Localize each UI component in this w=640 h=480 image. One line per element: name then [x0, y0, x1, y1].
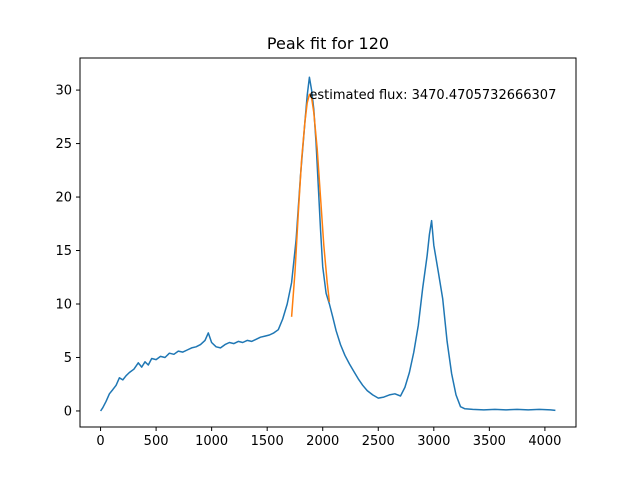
x-tick-label: 3500: [473, 434, 506, 449]
flux-annotation: estimated flux: 3470.4705732666307: [309, 88, 556, 103]
y-tick-label: 5: [64, 351, 72, 366]
x-tick-label: 1000: [195, 434, 228, 449]
fit-series-line: [290, 93, 331, 317]
y-tick-label: 15: [55, 244, 72, 259]
y-tick-label: 10: [55, 298, 72, 313]
y-axis: 0 5 10 15 20 25 30: [55, 84, 80, 419]
x-tick-label: 2000: [306, 434, 339, 449]
y-tick-label: 25: [55, 137, 72, 152]
x-tick-label: 4000: [528, 434, 561, 449]
chart-title: Peak fit for 120: [267, 34, 389, 53]
y-tick-label: 20: [55, 191, 72, 206]
x-tick-label: 2500: [362, 434, 395, 449]
x-axis: 0 500 1000 1500 2000 2500 3000 3500 4000: [96, 427, 561, 449]
series-layer: [99, 76, 556, 412]
x-tick-label: 500: [144, 434, 169, 449]
plot-frame: [79, 57, 577, 428]
y-tick-label: 30: [55, 84, 72, 99]
x-tick-label: 3000: [417, 434, 450, 449]
x-tick-label: 1500: [251, 434, 284, 449]
x-tick-label: 0: [96, 434, 104, 449]
y-tick-label: 0: [64, 404, 72, 419]
